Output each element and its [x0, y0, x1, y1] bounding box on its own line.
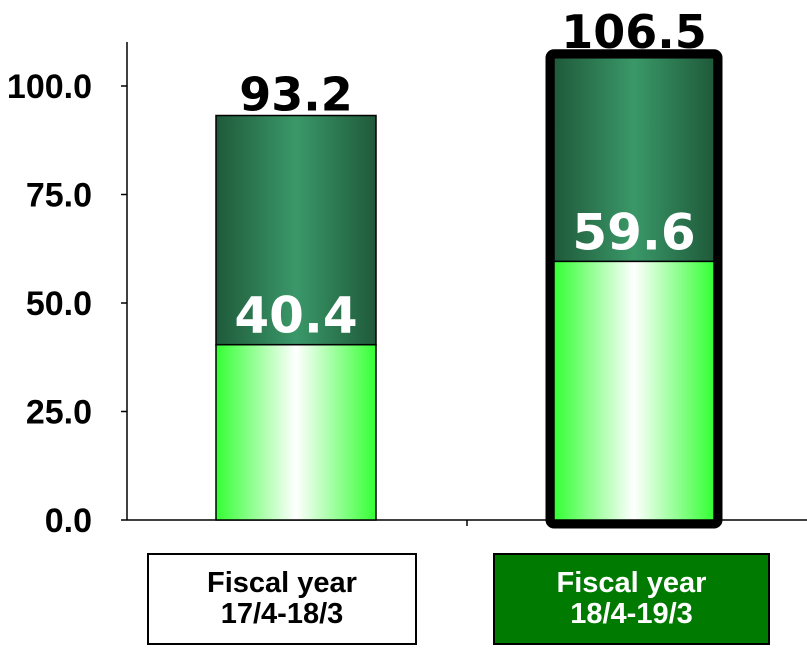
- category-label-fy-17-18: Fiscal year 17/4-18/3: [147, 553, 417, 645]
- category-label-fy-18-19: Fiscal year 18/4-19/3: [493, 553, 770, 645]
- y-tick-label: 50.0: [26, 285, 92, 323]
- y-tick-label: 0.0: [45, 502, 92, 540]
- category-label-line2: 18/4-19/3: [570, 598, 693, 630]
- y-tick-label: 100.0: [7, 68, 92, 106]
- data-labels: 40.4 93.2 59.6 106.5: [234, 5, 706, 345]
- bar-segment-upper: [553, 57, 715, 263]
- y-tick-label: 25.0: [26, 394, 92, 432]
- total-value-label: 106.5: [561, 5, 707, 59]
- axes: 0.0 25.0 50.0 75.0 100.0: [7, 42, 807, 540]
- category-label-line1: Fiscal year: [556, 567, 707, 599]
- bar-segment-upper: [215, 114, 377, 346]
- segment-value-label: 40.4: [234, 287, 357, 345]
- y-tick-label: 75.0: [26, 177, 92, 215]
- total-value-label: 93.2: [239, 68, 353, 122]
- bar-highlight-frame: [545, 49, 723, 529]
- bar-segment-lower: [215, 343, 377, 521]
- bars: [215, 49, 723, 529]
- segment-value-label: 59.6: [572, 203, 695, 261]
- category-label-line1: Fiscal year: [207, 567, 357, 599]
- category-label-line2: 17/4-18/3: [220, 598, 344, 630]
- bar-segment-lower: [553, 260, 715, 521]
